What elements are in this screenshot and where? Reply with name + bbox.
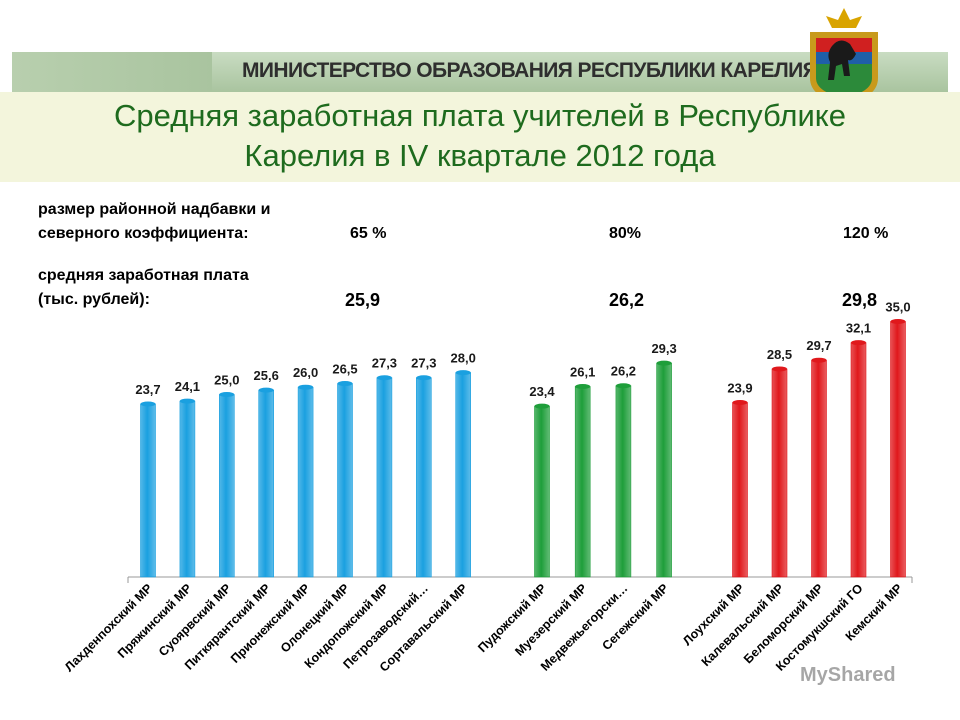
page-title: Средняя заработная плата учителей в Респ… <box>0 96 960 176</box>
bar-cap <box>455 370 471 376</box>
title-line-1: Средняя заработная плата учителей в Респ… <box>114 98 846 133</box>
data-label: 35,0 <box>885 300 910 315</box>
bar <box>219 394 235 578</box>
bar <box>337 383 353 578</box>
category-label: Суоярвский МР <box>156 581 234 659</box>
bar <box>297 386 314 578</box>
bar <box>415 377 432 578</box>
bar <box>534 405 550 578</box>
data-label: 26,1 <box>570 364 595 379</box>
salary-value-group-1: 25,9 <box>345 290 381 310</box>
coefficient-value-group-1: 65 % <box>350 225 387 242</box>
bar <box>455 372 472 578</box>
bar-cap <box>656 360 672 366</box>
category-label: Муезерский МР <box>512 581 589 658</box>
data-label: 29,3 <box>651 341 676 356</box>
salary-label-line-2: (тыс. рублей): <box>38 291 150 308</box>
data-label: 28,0 <box>451 351 476 366</box>
bar <box>732 402 748 578</box>
bar <box>890 321 906 578</box>
bar-cap <box>140 401 156 407</box>
title-background <box>0 92 960 182</box>
bar <box>179 400 196 578</box>
bar <box>258 389 275 578</box>
bar-cap <box>615 383 631 389</box>
data-label: 29,7 <box>806 338 831 353</box>
bar <box>140 403 156 578</box>
bar-cap <box>219 392 235 397</box>
data-label: 26,5 <box>332 362 357 377</box>
bar-cap <box>298 384 314 390</box>
salary-value-group-2: 26,2 <box>609 290 645 310</box>
data-label: 23,7 <box>135 382 160 397</box>
bar <box>811 359 827 578</box>
bar <box>656 362 672 578</box>
bar-cap <box>179 398 195 404</box>
bar-cap <box>337 381 353 387</box>
header-banner <box>12 52 948 92</box>
bar-cap <box>376 375 392 381</box>
data-label: 23,4 <box>529 384 555 399</box>
bar-cap <box>575 383 591 389</box>
bar-cap <box>772 366 787 372</box>
category-label: Пудожский МР <box>475 581 549 655</box>
coefficient-value-group-2: 80% <box>609 225 642 242</box>
category-label: Пряжинский МР <box>115 581 195 661</box>
data-label: 25,6 <box>254 368 279 383</box>
bar-cap <box>890 319 906 324</box>
data-label: 23,9 <box>727 381 752 396</box>
bar-cap <box>258 387 274 393</box>
salary-value-group-3: 29,8 <box>842 290 878 310</box>
ministry-name: МИНИСТЕРСТВО ОБРАЗОВАНИЯ РЕСПУБЛИКИ КАРЕ… <box>242 59 818 82</box>
banner-left-shade <box>12 52 212 92</box>
salary-label: средняя заработная плата (тыс. рублей): <box>38 264 249 312</box>
bar-cap <box>416 375 432 381</box>
data-label: 25,0 <box>214 373 239 388</box>
data-label: 26,0 <box>293 365 318 380</box>
coefficient-label-line-1: размер районной надбавки и <box>38 201 271 218</box>
salary-label-line-1: средняя заработная плата <box>38 267 249 284</box>
bar <box>574 386 591 578</box>
bar <box>771 368 788 578</box>
bar <box>850 342 867 578</box>
coefficient-value-group-3: 120 % <box>843 225 889 242</box>
watermark: MyShared <box>800 664 896 686</box>
coefficient-label: размер районной надбавки и северного коэ… <box>38 198 271 246</box>
bar-cap <box>732 400 748 406</box>
coefficient-label-line-2: северного коэффициента: <box>38 225 249 242</box>
title-line-2: Карелия в IV квартале 2012 года <box>244 138 716 173</box>
data-label: 28,5 <box>767 347 792 362</box>
bar <box>376 377 393 578</box>
bar-cap <box>811 357 827 363</box>
bar-cap <box>534 403 550 409</box>
bar-cap <box>851 340 866 346</box>
data-label: 27,3 <box>372 356 397 371</box>
category-label: Олонецкий МР <box>278 581 352 655</box>
data-label: 32,1 <box>846 321 871 336</box>
data-label: 24,1 <box>175 379 200 394</box>
data-label: 26,2 <box>611 364 636 379</box>
bar <box>615 385 632 578</box>
data-label: 27,3 <box>411 356 436 371</box>
coat-of-arms-icon <box>810 8 878 104</box>
